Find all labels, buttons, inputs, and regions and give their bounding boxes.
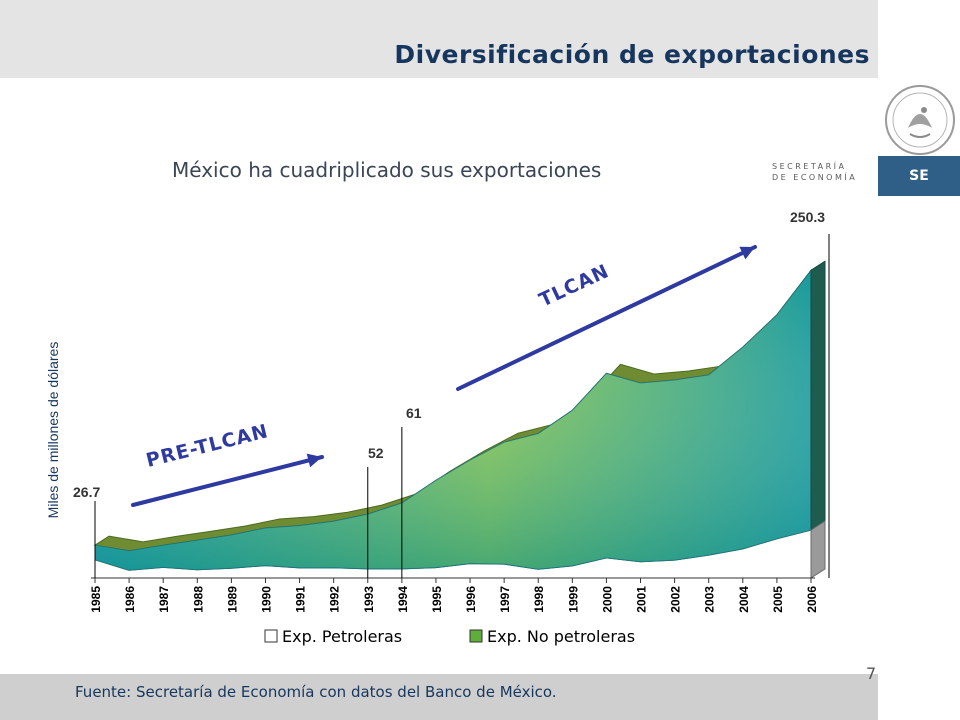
total-data-label: 52 (368, 445, 384, 461)
pre-tlcan-arrow-head (306, 453, 322, 468)
x-tick-label: 1986 (123, 586, 137, 613)
x-tick-label: 2004 (737, 586, 751, 613)
footer-band (0, 674, 878, 720)
x-tick-label: 1997 (498, 586, 512, 613)
tlcan-arrow-shaft (456, 245, 757, 391)
pre-tlcan-arrow-shaft (131, 455, 324, 507)
x-tick-label: 1991 (294, 586, 308, 613)
y-axis-label: Miles de millones de dólares (45, 342, 61, 519)
x-tick-label: 1992 (328, 586, 342, 613)
x-tick-label: 2001 (635, 586, 649, 613)
secretaria-wordmark: SECRETARÍA DE ECONOMÍA (772, 161, 872, 183)
x-tick-label: 1987 (157, 586, 171, 613)
x-tick-label: 1988 (191, 586, 205, 613)
x-tick-label: 1989 (225, 586, 239, 613)
x-tick-label: 2002 (669, 586, 683, 613)
total-data-label: 250.3 (790, 209, 825, 225)
x-tick-label: 2005 (771, 586, 785, 613)
tlcan-arrow-head (739, 246, 755, 260)
se-badge: SE (878, 156, 960, 196)
legend-petroleras-swatch (264, 629, 278, 643)
x-tick-label: 1993 (362, 586, 376, 613)
pre-tlcan-annotation: PRE-TLCAN (144, 420, 271, 472)
x-tick-label: 1999 (566, 586, 580, 613)
area-no-petroleras-shade (95, 270, 811, 571)
x-tick-label: 2000 (600, 586, 614, 613)
x-tick-label: 2003 (703, 586, 717, 613)
x-tick-label: 1996 (464, 586, 478, 613)
wordmark-line1: SECRETARÍA (772, 162, 847, 171)
tlcan-annotation: TLCAN (536, 260, 613, 311)
chart-subtitle: México ha cuadriplicado sus exportacione… (172, 158, 602, 182)
mexico-coat-of-arms-icon (885, 85, 955, 155)
x-tick-label: 2006 (805, 586, 819, 613)
header-band (0, 0, 878, 78)
x-tick-label: 1990 (259, 586, 273, 613)
wordmark-line2: DE ECONOMÍA (772, 173, 858, 182)
source-footnote: Fuente: Secretaría de Economía con datos… (75, 683, 557, 701)
x-tick-label: 1998 (532, 586, 546, 613)
legend-petroleras-label: Exp. Petroleras (282, 627, 402, 646)
total-data-label: 26.7 (73, 484, 100, 500)
side-face-petroleras (810, 520, 826, 579)
x-tick-label: 1994 (396, 586, 410, 613)
x-tick-label: 1985 (89, 586, 103, 613)
side-face-no-petroleras (810, 260, 826, 531)
legend-no-petroleras-label: Exp. No petroleras (487, 627, 635, 646)
x-tick-label: 1995 (430, 586, 444, 613)
legend-no-petroleras-swatch (469, 629, 483, 643)
slide-title: Diversificación de exportaciones (394, 40, 870, 69)
page-number: 7 (866, 664, 877, 683)
total-data-label: 61 (406, 405, 422, 421)
